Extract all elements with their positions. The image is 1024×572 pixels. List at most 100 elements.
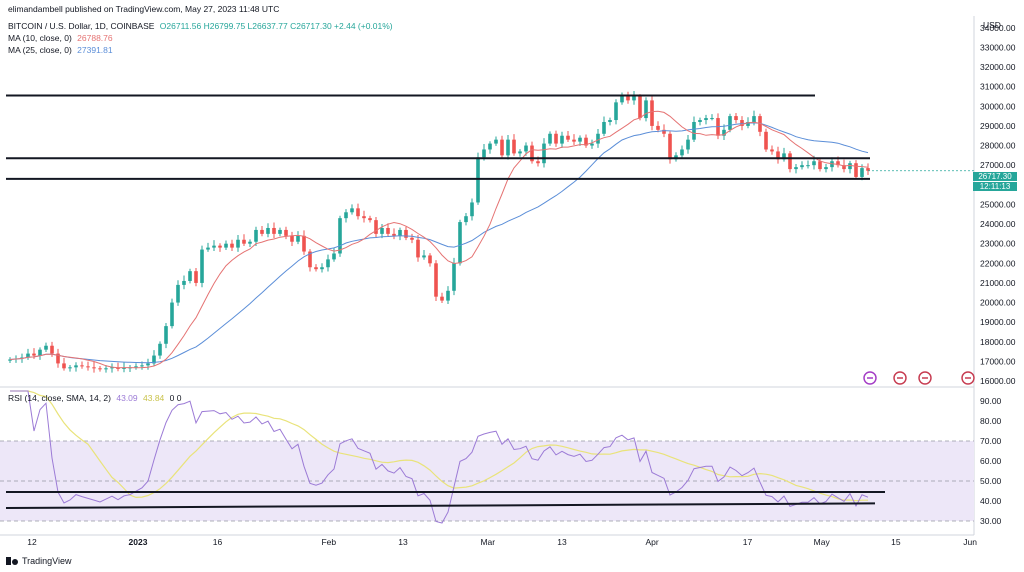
- footer-brand[interactable]: TradingView: [6, 556, 72, 566]
- candle-body: [608, 120, 612, 122]
- candle-body: [488, 143, 492, 150]
- candle-body: [194, 271, 198, 283]
- candle-body: [236, 239, 240, 248]
- candle-body: [272, 227, 276, 234]
- candle-body: [710, 118, 714, 120]
- candle-body: [482, 149, 486, 158]
- candle-body: [566, 135, 570, 140]
- candle-body: [632, 96, 636, 101]
- candle-body: [782, 153, 786, 160]
- rsi-label: RSI (14, close, SMA, 14, 2): [8, 393, 111, 403]
- candle-body: [374, 220, 378, 234]
- candle-body: [50, 345, 54, 354]
- candle-body: [806, 165, 810, 167]
- ma10-label: MA (10, close, 0): [8, 33, 72, 43]
- candle-body: [410, 237, 414, 240]
- price-tick-label: 25000.00: [980, 199, 1016, 209]
- price-tick-label: 23000.00: [980, 239, 1016, 249]
- candle-body: [356, 208, 360, 217]
- candle-body: [722, 129, 726, 136]
- candle-body: [614, 102, 618, 121]
- candle-body: [284, 229, 288, 236]
- candle-body: [392, 233, 396, 236]
- candle-body: [92, 367, 96, 369]
- candle-body: [626, 96, 630, 101]
- ma10-legend: MA (10, close, 0) 26788.76: [8, 33, 116, 43]
- candle-body: [446, 290, 450, 301]
- candle-body: [500, 139, 504, 156]
- ohlc-values: O26711.56 H26799.75 L26637.77 C26717.30 …: [159, 21, 393, 31]
- candle-body: [746, 121, 750, 126]
- candle-body: [794, 167, 798, 170]
- candle-body: [170, 302, 174, 327]
- time-tick-label: 16: [213, 537, 223, 547]
- ma25-label: MA (25, close, 0): [8, 45, 72, 55]
- candle-body: [8, 359, 12, 361]
- candle-body: [854, 163, 858, 177]
- last-price-tag: 26717.30: [973, 172, 1017, 181]
- candle-body: [152, 355, 156, 364]
- candle-body: [386, 227, 390, 234]
- candle-body: [182, 280, 186, 285]
- candle-body: [434, 263, 438, 297]
- candle-body: [158, 343, 162, 356]
- candle-body: [464, 216, 468, 223]
- rsi-legend: RSI (14, close, SMA, 14, 2) 43.09 43.84 …: [8, 393, 185, 403]
- candle-body: [86, 366, 90, 368]
- time-tick-label: 17: [743, 537, 753, 547]
- candle-body: [818, 161, 822, 170]
- candle-body: [572, 139, 576, 142]
- rsi-lower-trend-line: [5, 502, 876, 509]
- candle-body: [404, 229, 408, 238]
- candle-body: [584, 137, 588, 146]
- brand-name: TradingView: [22, 556, 72, 566]
- candle-body: [308, 251, 312, 268]
- price-tick-label: 24000.00: [980, 219, 1016, 229]
- candle-body: [320, 267, 324, 270]
- candle-body: [752, 116, 756, 122]
- candle-body: [44, 345, 48, 350]
- candle-body: [188, 271, 192, 281]
- candle-body: [218, 245, 222, 248]
- price-tick-label: 19000.00: [980, 317, 1016, 327]
- price-tick-label: 31000.00: [980, 82, 1016, 92]
- candle-body: [290, 235, 294, 242]
- candle-body: [278, 229, 282, 234]
- price-tick-label: 21000.00: [980, 278, 1016, 288]
- candle-body: [698, 120, 702, 122]
- candle-body: [140, 365, 144, 367]
- candle-body: [98, 368, 102, 370]
- candle-body: [458, 222, 462, 264]
- candle-body: [80, 365, 84, 367]
- ma25-line: [9, 122, 869, 364]
- price-tick-label: 30000.00: [980, 101, 1016, 111]
- rsi-value: 43.09: [116, 393, 138, 403]
- candle-body: [416, 239, 420, 258]
- price-tick-label: 29000.00: [980, 121, 1016, 131]
- candle-body: [260, 229, 264, 234]
- candle-body: [548, 133, 552, 144]
- candle-body: [560, 135, 564, 144]
- price-tick-label: 18000.00: [980, 337, 1016, 347]
- candle-body: [536, 161, 540, 164]
- price-tick-label: 33000.00: [980, 42, 1016, 52]
- candle-body: [506, 139, 510, 156]
- time-tick-label: Feb: [321, 537, 336, 547]
- candle-body: [230, 243, 234, 248]
- candle-body: [368, 218, 372, 221]
- candle-body: [656, 125, 660, 130]
- candle-body: [662, 129, 666, 134]
- candle-body: [206, 247, 210, 250]
- candle-body: [74, 365, 78, 368]
- candle-body: [254, 229, 258, 242]
- candle-body: [212, 245, 216, 248]
- candle-body: [704, 118, 708, 121]
- time-tick-label: 13: [557, 537, 567, 547]
- candle-body: [812, 161, 816, 166]
- candle-body: [266, 227, 270, 234]
- candle-body: [860, 168, 864, 177]
- candle-body: [248, 241, 252, 244]
- candle-body: [134, 366, 138, 368]
- candle-body: [200, 249, 204, 283]
